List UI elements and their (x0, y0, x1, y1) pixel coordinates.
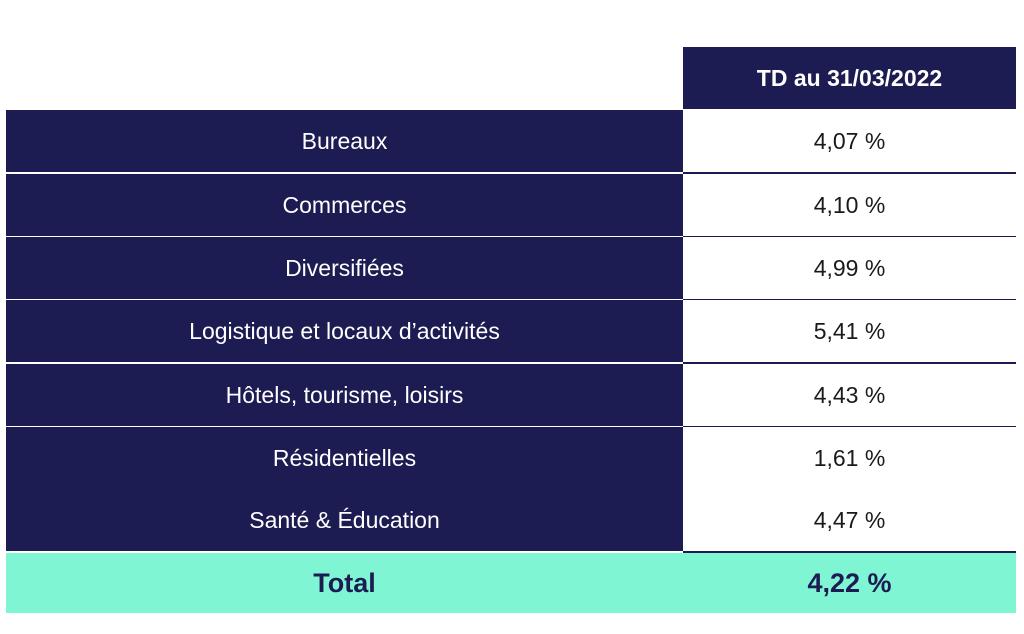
total-value: 4,22 % (807, 567, 892, 598)
row-value: 5,41 % (683, 300, 1016, 362)
table-row: Hôtels, tourisme, loisirs 4,43 % (6, 364, 1016, 426)
row-value: 4,10 % (683, 174, 1016, 236)
table-row: Commerces 4,10 % (6, 174, 1016, 236)
row-label: Hôtels, tourisme, loisirs (6, 364, 683, 426)
row-value: 4,99 % (683, 237, 1016, 299)
table-row: Logistique et locaux d’activités 5,41 % (6, 300, 1016, 362)
row-label: Santé & Éducation (6, 489, 683, 551)
total-row: Total 4,22 % (6, 553, 1016, 613)
row-value: 4,07 % (683, 110, 1016, 172)
table-row: Santé & Éducation 4,47 % (6, 489, 1016, 551)
table-row: Bureaux 4,07 % (6, 110, 1016, 172)
row-value: 1,61 % (683, 427, 1016, 489)
row-label: Logistique et locaux d’activités (6, 300, 683, 362)
table-row: Diversifiées 4,99 % (6, 237, 1016, 299)
row-value: 4,47 % (683, 489, 1016, 551)
row-divider (683, 362, 1016, 364)
table-row: Résidentielles 1,61 % (6, 427, 1016, 489)
column-header: TD au 31/03/2022 (683, 47, 1016, 109)
row-label: Diversifiées (6, 237, 683, 299)
row-divider (683, 172, 1016, 174)
row-label: Bureaux (6, 110, 683, 172)
row-divider (683, 551, 1016, 553)
row-value: 4,43 % (683, 364, 1016, 426)
row-label: Résidentielles (6, 427, 683, 489)
total-label: Total (313, 567, 376, 598)
row-label: Commerces (6, 174, 683, 236)
